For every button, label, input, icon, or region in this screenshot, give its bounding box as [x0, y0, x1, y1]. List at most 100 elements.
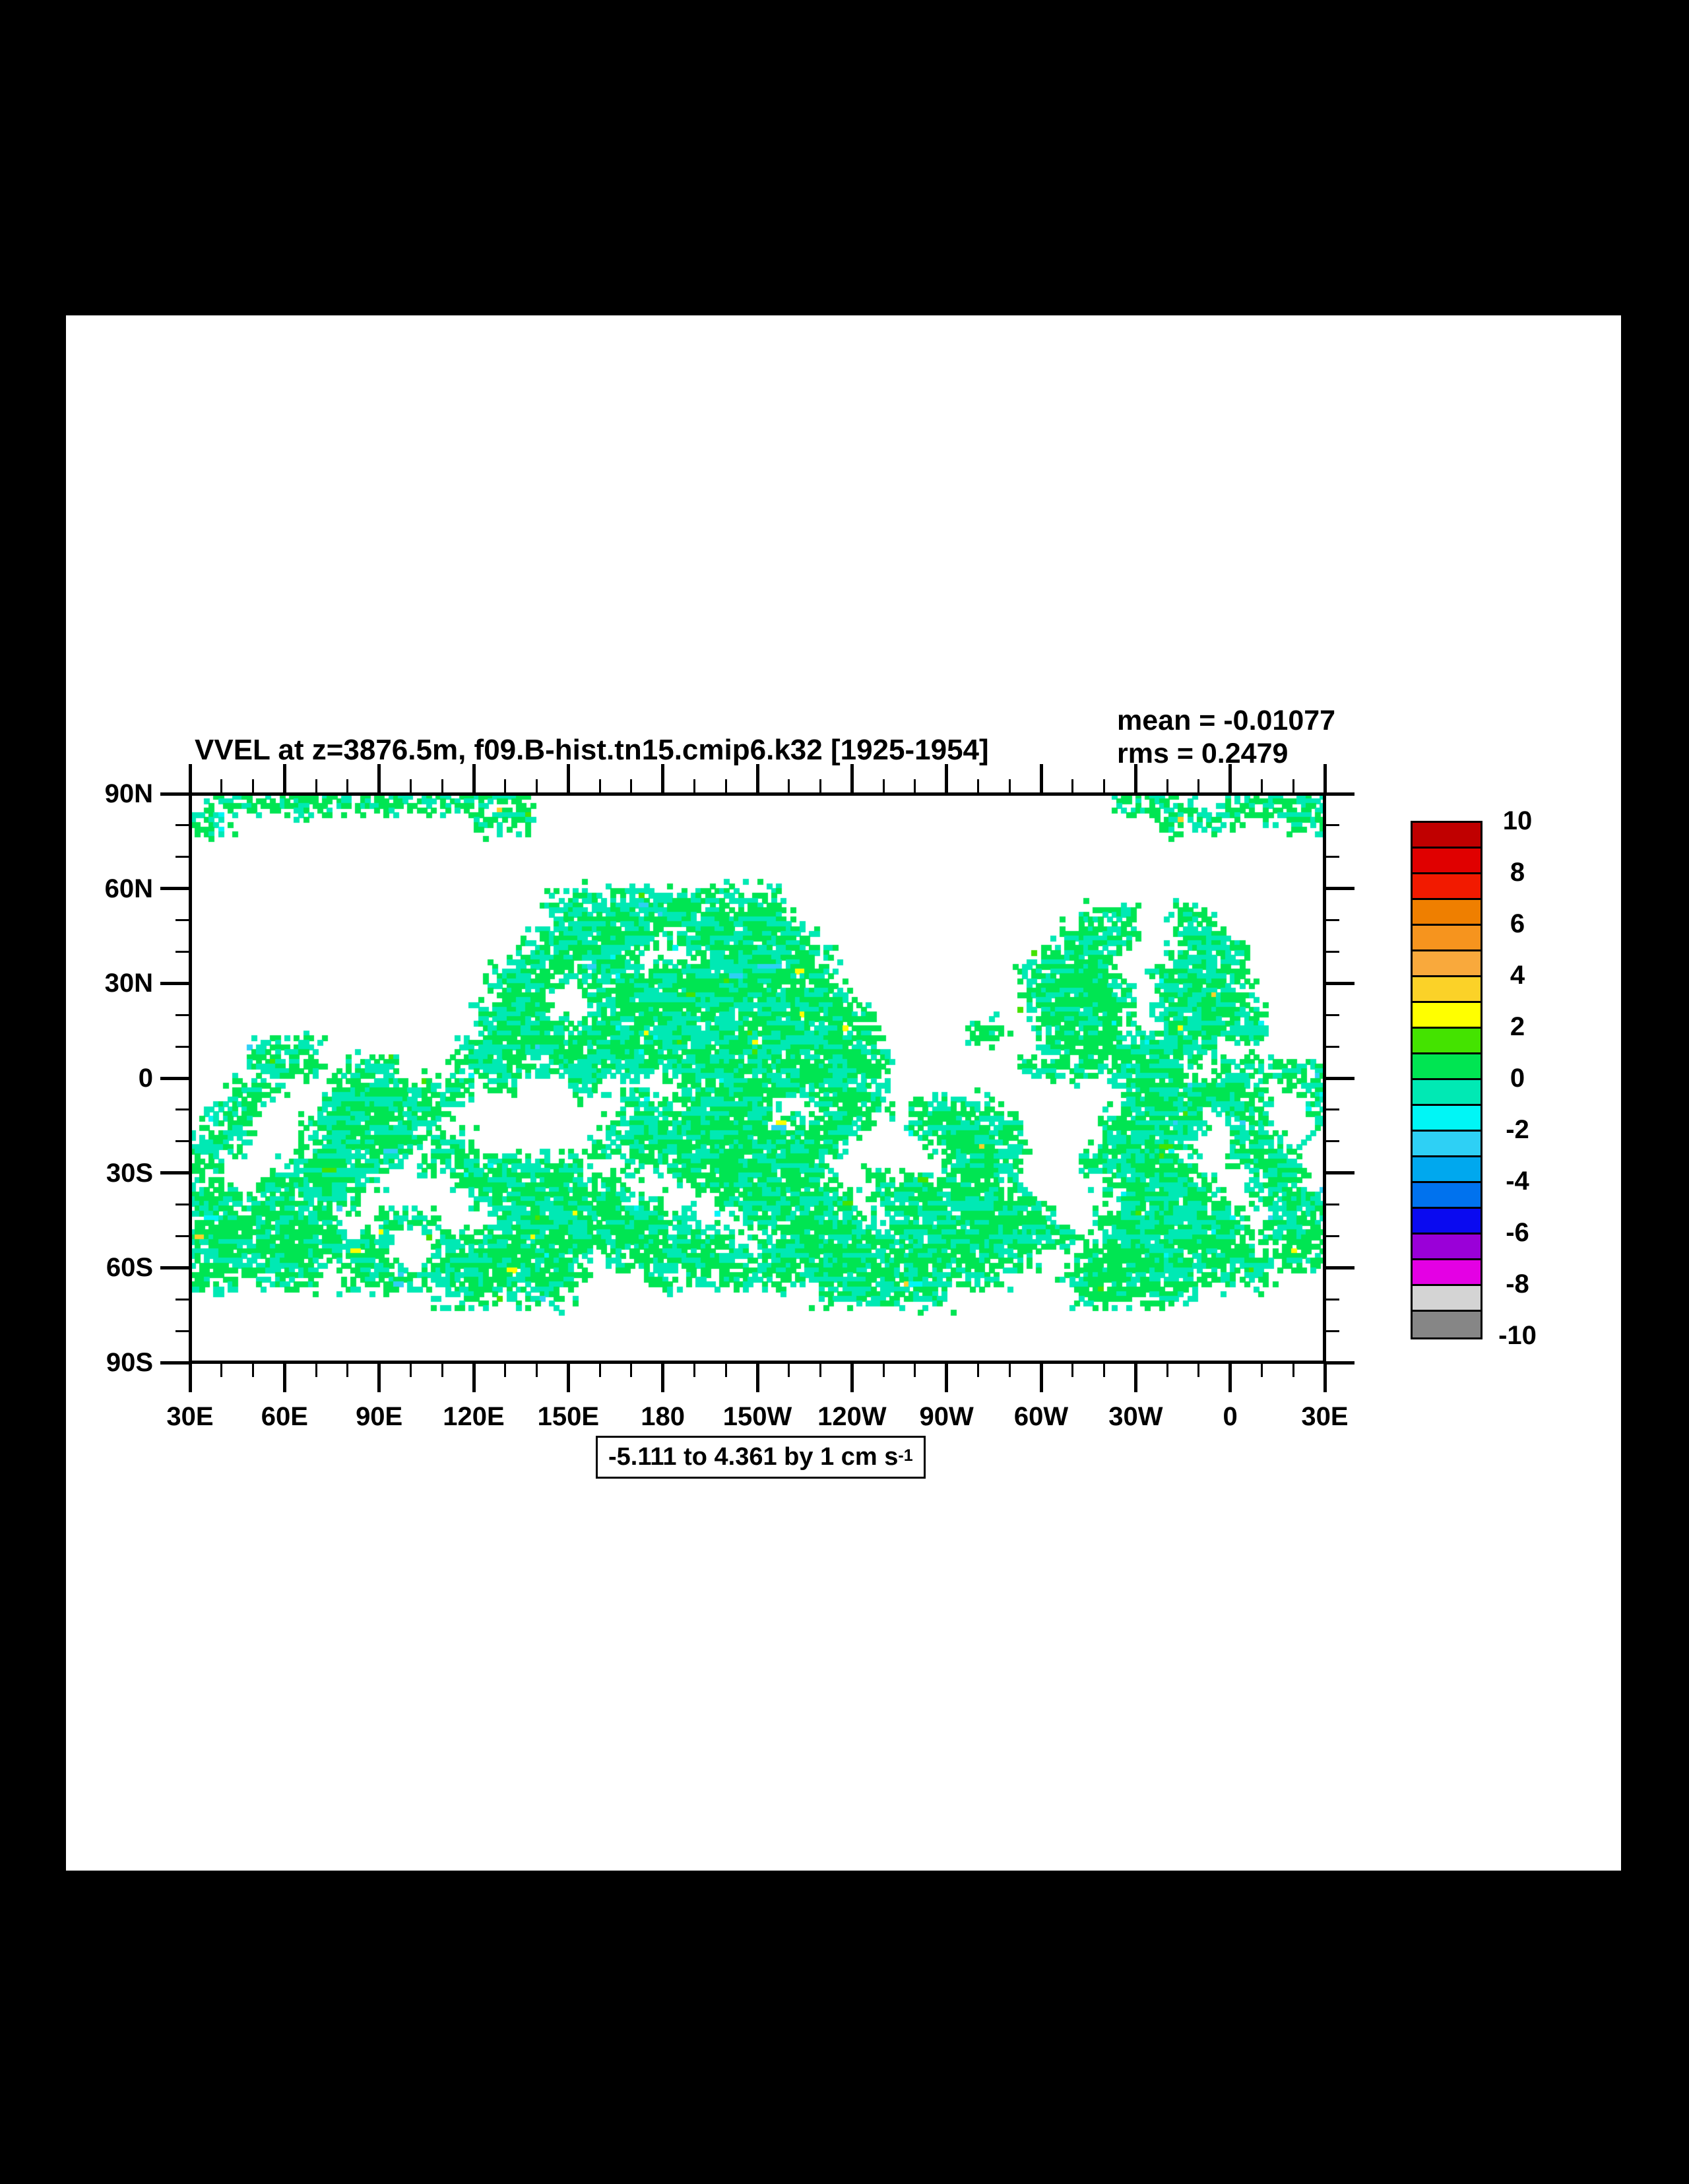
x-axis-label-120w: 120W: [817, 1402, 887, 1431]
y-major-tick: [160, 1076, 190, 1080]
x-minor-tick: [914, 779, 916, 794]
colorbar-segment-7: [1413, 1003, 1481, 1029]
y-minor-tick: [175, 919, 190, 922]
x-axis-label-30e: 30E: [166, 1402, 214, 1431]
x-minor-tick: [252, 779, 255, 794]
x-axis-label-30w: 30W: [1108, 1402, 1163, 1431]
y-major-tick: [160, 1171, 190, 1175]
x-axis-label-30e: 30E: [1301, 1402, 1349, 1431]
x-major-tick: [755, 1363, 759, 1392]
x-minor-tick: [1292, 1363, 1294, 1377]
contour-range-label-box: -5.111 to 4.361 by 1 cm s-1: [596, 1436, 926, 1479]
x-axis-label-60w: 60W: [1013, 1402, 1069, 1431]
colorbar-label--2: -2: [1506, 1115, 1529, 1144]
colorbar-segment-0: [1413, 823, 1481, 849]
y-major-tick: [1325, 1361, 1354, 1365]
x-axis-label-90e: 90E: [356, 1402, 403, 1431]
x-major-tick: [282, 1363, 286, 1392]
x-minor-tick: [598, 779, 601, 794]
y-axis-label-90n: 90N: [104, 779, 153, 808]
y-major-tick: [1325, 887, 1354, 891]
x-axis-label-90w: 90W: [919, 1402, 974, 1431]
x-minor-tick: [882, 1363, 885, 1377]
y-major-tick: [160, 1361, 190, 1365]
x-minor-tick: [441, 1363, 443, 1377]
x-minor-tick: [220, 779, 223, 794]
colorbar-label-2: 2: [1510, 1012, 1525, 1041]
x-minor-tick: [914, 1363, 916, 1377]
x-minor-tick: [504, 1363, 507, 1377]
colorbar-segment-5: [1413, 951, 1481, 977]
y-minor-tick: [175, 1045, 190, 1048]
x-minor-tick: [346, 779, 349, 794]
y-major-tick: [1325, 1171, 1354, 1175]
y-axis-label-0: 0: [138, 1064, 153, 1093]
x-major-tick: [282, 764, 286, 794]
y-axis-label-60n: 60N: [104, 874, 153, 903]
x-major-tick: [472, 1363, 476, 1392]
x-axis-label-180: 180: [641, 1402, 685, 1431]
y-major-tick: [1325, 1266, 1354, 1269]
x-major-tick: [188, 764, 192, 794]
x-minor-tick: [882, 779, 885, 794]
x-axis-label-60e: 60E: [261, 1402, 308, 1431]
y-major-tick: [160, 792, 190, 796]
y-minor-tick: [1325, 1140, 1339, 1143]
colorbar-segment-17: [1413, 1260, 1481, 1286]
colorbar-segment-4: [1413, 926, 1481, 951]
x-minor-tick: [1008, 1363, 1011, 1377]
x-axis-label-0: 0: [1223, 1402, 1238, 1431]
contour-range-exponent: -1: [898, 1446, 913, 1465]
x-major-tick: [1228, 1363, 1232, 1392]
y-minor-tick: [1325, 1045, 1339, 1048]
x-minor-tick: [536, 1363, 538, 1377]
x-minor-tick: [409, 1363, 412, 1377]
y-minor-tick: [1325, 1330, 1339, 1332]
x-minor-tick: [788, 1363, 790, 1377]
x-minor-tick: [630, 1363, 633, 1377]
x-major-tick: [850, 1363, 854, 1392]
colorbar-label--10: -10: [1498, 1321, 1537, 1350]
y-axis-label-30s: 30S: [106, 1158, 153, 1188]
colorbar-label-10: 10: [1502, 806, 1533, 835]
x-axis-label-120e: 120E: [443, 1402, 505, 1431]
colorbar-label--4: -4: [1506, 1167, 1529, 1196]
x-minor-tick: [1166, 1363, 1168, 1377]
x-minor-tick: [819, 1363, 822, 1377]
x-major-tick: [377, 1363, 381, 1392]
colorbar-label--6: -6: [1506, 1218, 1529, 1247]
colorbar-segment-8: [1413, 1029, 1481, 1054]
x-minor-tick: [724, 779, 727, 794]
contour-range-text: -5.111 to 4.361 by 1 cm s: [608, 1443, 899, 1471]
y-minor-tick: [175, 1235, 190, 1237]
x-minor-tick: [819, 779, 822, 794]
colorbar-label-8: 8: [1510, 858, 1525, 887]
x-major-tick: [850, 764, 854, 794]
y-axis-label-60s: 60S: [106, 1253, 153, 1283]
y-minor-tick: [175, 1108, 190, 1111]
y-major-tick: [160, 887, 190, 891]
x-minor-tick: [598, 1363, 601, 1377]
x-minor-tick: [788, 779, 790, 794]
x-minor-tick: [724, 1363, 727, 1377]
x-major-tick: [1039, 764, 1043, 794]
y-minor-tick: [175, 824, 190, 827]
x-axis-label-150e: 150E: [537, 1402, 600, 1431]
y-minor-tick: [1325, 950, 1339, 953]
colorbar-label-4: 4: [1510, 961, 1525, 990]
colorbar-label--8: -8: [1506, 1269, 1529, 1299]
x-major-tick: [472, 764, 476, 794]
x-major-tick: [1039, 1363, 1043, 1392]
y-minor-tick: [1325, 1235, 1339, 1237]
x-minor-tick: [220, 1363, 223, 1377]
y-axis-label-90s: 90S: [106, 1348, 153, 1377]
y-minor-tick: [175, 1330, 190, 1332]
colorbar: [1411, 821, 1482, 1339]
x-minor-tick: [1071, 1363, 1074, 1377]
x-minor-tick: [693, 779, 695, 794]
x-major-tick: [188, 1363, 192, 1392]
colorbar-label-0: 0: [1510, 1064, 1525, 1093]
x-minor-tick: [1260, 779, 1263, 794]
colorbar-segment-19: [1413, 1312, 1481, 1337]
x-major-tick: [1133, 1363, 1137, 1392]
